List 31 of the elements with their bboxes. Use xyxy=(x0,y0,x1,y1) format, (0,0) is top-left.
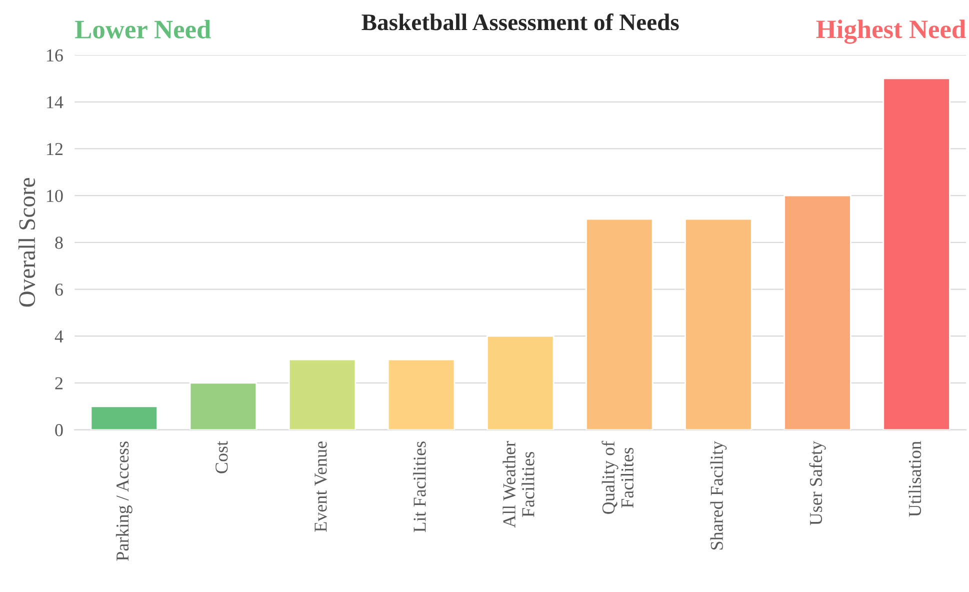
bar xyxy=(684,218,752,430)
y-tick-label: 0 xyxy=(55,424,63,436)
y-tick-label: 14 xyxy=(47,96,64,108)
x-tick-label: Lit Facilities xyxy=(413,442,426,532)
bar xyxy=(882,78,950,430)
x-tick-label: Parking / Access xyxy=(116,442,132,561)
y-tick-label: 10 xyxy=(47,190,63,202)
bar xyxy=(586,218,654,430)
bar xyxy=(90,406,158,430)
x-tick-label: Utilisation xyxy=(908,441,922,517)
x-tick-label: Quality of Facilites xyxy=(602,440,634,514)
y-tick-label: 6 xyxy=(55,284,63,296)
y-tick-label: 2 xyxy=(55,377,63,390)
text: Lower Need xyxy=(75,20,211,38)
y-tick-label: 12 xyxy=(47,143,63,156)
bar xyxy=(189,382,258,430)
bar xyxy=(486,335,554,430)
y-tick-label: 4 xyxy=(54,330,64,342)
x-tick-label: User Safety xyxy=(809,440,826,526)
x-tick-label: All Weather Facilities xyxy=(502,441,534,528)
text: Highest Need xyxy=(816,20,966,44)
chart-title: Basketball Assessment of Needs xyxy=(362,13,679,30)
bar xyxy=(784,194,852,430)
y-tick-label: 16 xyxy=(47,49,63,62)
x-tick-label: Shared Facility xyxy=(710,440,727,550)
x-tick-label: Cost xyxy=(216,441,228,474)
x-tick-label: Event Venue xyxy=(314,442,327,532)
y-axis-title: Overall Score xyxy=(18,178,36,307)
bar xyxy=(387,358,456,430)
bar xyxy=(288,358,356,430)
y-tick-label: 8 xyxy=(55,236,63,249)
